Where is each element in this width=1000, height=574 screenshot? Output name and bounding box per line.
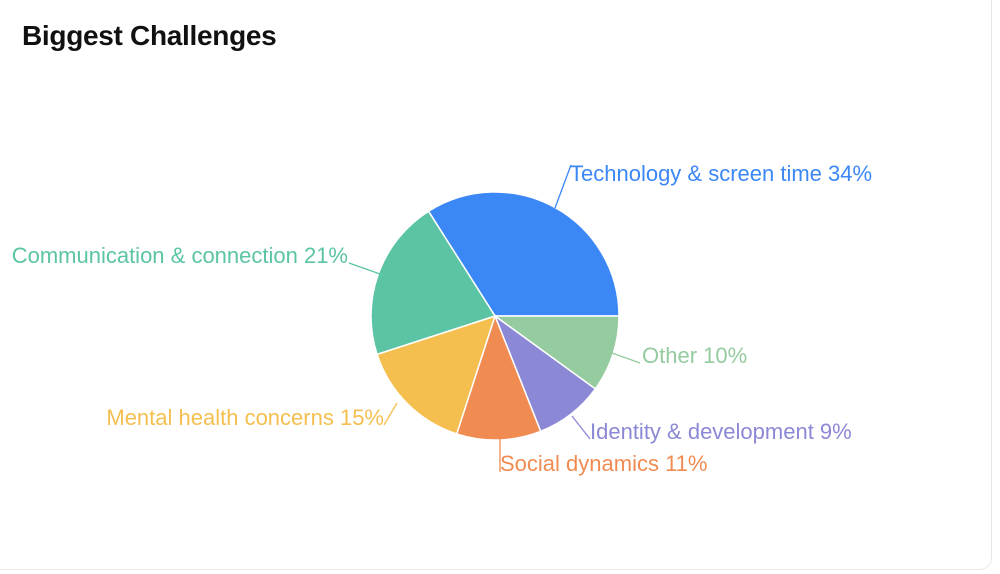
chart-title: Biggest Challenges xyxy=(22,20,277,51)
leader-line-communication-and-connection xyxy=(348,262,381,275)
pie-slices xyxy=(370,191,620,441)
pie-leader-lines xyxy=(348,164,641,472)
pie-label-communication-and-connection: Communication & connection 21% xyxy=(12,243,348,268)
leader-line-technology-and-screen-time xyxy=(554,164,572,209)
pie-slice-other[interactable] xyxy=(492,315,620,390)
pie-label-technology-and-screen-time: Technology & screen time 34% xyxy=(570,161,872,186)
pie-slice-social-dynamics[interactable] xyxy=(455,313,542,441)
leader-line-other xyxy=(611,352,641,364)
pie-label-identity-and-development: Identity & development 9% xyxy=(590,419,852,444)
leader-line-identity-and-development xyxy=(571,415,591,440)
pie-label-other: Other 10% xyxy=(642,343,747,368)
pie-label-social-dynamics: Social dynamics 11% xyxy=(500,451,707,476)
leader-line-mental-health-concerns xyxy=(383,402,398,426)
pie-labels: Technology & screen time 34% Other 10% Ide… xyxy=(12,161,872,476)
pie-label-mental-health-concerns: Mental health concerns 15% xyxy=(106,405,384,430)
